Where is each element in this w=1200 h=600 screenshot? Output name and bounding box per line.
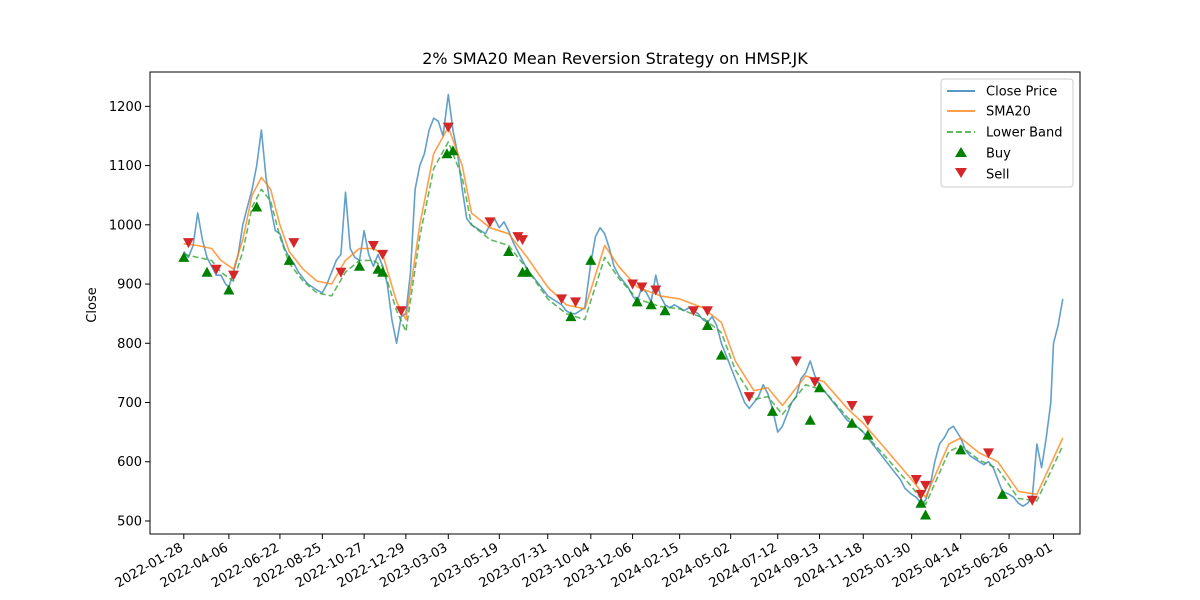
sell-marker: [512, 232, 524, 243]
buy-marker: [766, 405, 778, 416]
sell-marker: [862, 415, 874, 426]
buy-marker: [862, 429, 874, 440]
sell-marker: [743, 392, 755, 403]
y-tick-label: 600: [117, 455, 142, 470]
sell-marker: [846, 400, 858, 411]
sell-marker: [335, 267, 347, 278]
sell-marker: [367, 241, 379, 252]
y-tick-label: 1100: [109, 159, 142, 174]
buy-marker: [565, 311, 577, 322]
buy-marker: [846, 417, 858, 428]
sell-marker: [790, 356, 802, 367]
y-tick-label: 800: [117, 337, 142, 352]
y-tick-label: 1200: [109, 100, 142, 115]
legend: Close Price SMA20 Lower Band Buy Sell: [940, 78, 1074, 188]
sell-marker: [556, 294, 568, 305]
buy-marker: [521, 266, 533, 277]
buy-marker: [447, 145, 459, 156]
buy-marker: [920, 509, 932, 520]
legend-sma-label: SMA20: [986, 105, 1031, 120]
sell-marker: [210, 264, 222, 275]
sell-marker: [288, 238, 300, 249]
sell-marker: [627, 279, 639, 290]
sell-marker: [395, 306, 407, 317]
buy-marker: [503, 245, 515, 256]
sell-marker: [650, 285, 662, 296]
sell-marker: [442, 122, 454, 133]
buy-marker: [223, 284, 235, 295]
buy-marker: [377, 266, 389, 277]
buy-marker: [353, 260, 365, 271]
sell-marker: [517, 235, 529, 246]
sell-marker: [377, 249, 389, 260]
sell-marker: [570, 297, 582, 308]
buy-marker: [804, 414, 816, 425]
sell-marker: [182, 238, 194, 249]
buy-marker: [996, 488, 1008, 499]
sell-marker: [910, 475, 922, 486]
y-axis-label: Close: [85, 287, 100, 322]
buy-marker: [715, 349, 727, 360]
sell-marker: [636, 282, 648, 293]
buy-marker: [955, 444, 967, 455]
buy-marker: [645, 299, 657, 310]
buy-marker: [201, 266, 213, 277]
y-tick-label: 1000: [109, 218, 142, 233]
buy-marker: [585, 254, 597, 265]
sell-marker: [920, 480, 932, 491]
buy-marker: [701, 320, 713, 331]
legend-lower-band-label: Lower Band: [986, 126, 1062, 141]
buy-marker: [813, 382, 825, 393]
sell-marker: [484, 217, 496, 228]
y-tick-label: 700: [117, 396, 142, 411]
sell-marker: [915, 489, 927, 500]
legend-buy-marker: [955, 147, 967, 157]
plot-frame: [149, 71, 1081, 535]
sell-marker: [1026, 495, 1038, 506]
sell-marker: [983, 448, 995, 459]
buy-marker: [251, 201, 263, 212]
buy-marker: [659, 305, 671, 316]
buy-marker: [283, 254, 295, 265]
sell-marker: [688, 306, 700, 317]
sell-marker: [228, 270, 240, 281]
legend-sell-marker: [955, 168, 967, 178]
y-tick-label: 900: [117, 278, 142, 293]
chart-title: 2% SMA20 Mean Reversion Strategy on HMSP…: [422, 49, 808, 68]
buy-marker: [631, 296, 643, 307]
buy-marker: [178, 251, 190, 262]
plot-area: [178, 93, 1064, 520]
y-tick-label: 500: [117, 514, 142, 529]
lower-band-line: [183, 141, 1064, 506]
buy-marker: [441, 148, 453, 159]
buy-marker: [915, 497, 927, 508]
legend-box: [940, 78, 1074, 188]
sell-marker: [701, 306, 713, 317]
sell-marker: [809, 377, 821, 388]
sma20-line: [183, 126, 1064, 499]
legend-close-label: Close Price: [986, 85, 1057, 100]
legend-sell-label: Sell: [986, 168, 1009, 183]
legend-buy-label: Buy: [986, 147, 1011, 162]
close-price-line: [183, 93, 1064, 507]
